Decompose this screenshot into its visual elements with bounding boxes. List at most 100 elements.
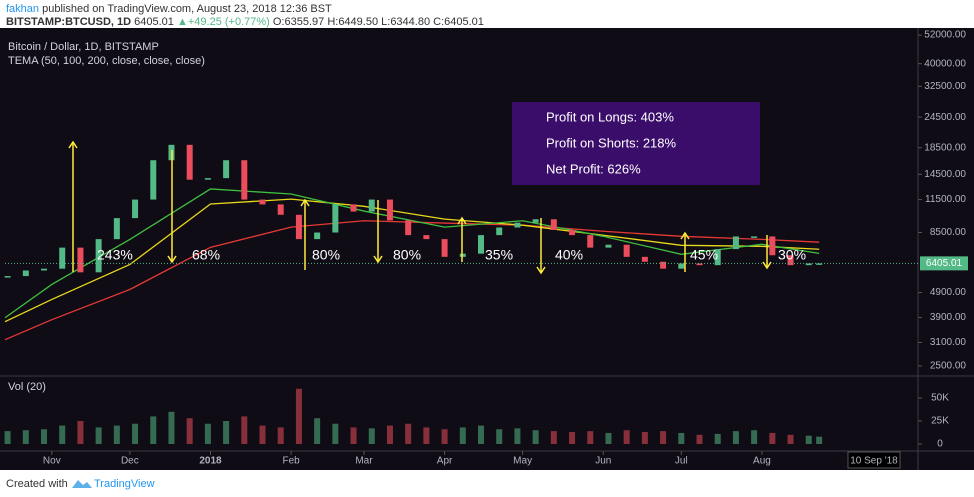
volume-bar: [714, 433, 721, 444]
annotation: 35%: [485, 247, 513, 263]
candle: [186, 144, 193, 180]
volume-bar: [569, 432, 576, 444]
candle: [587, 235, 594, 248]
annotation: 68%: [192, 247, 220, 263]
candle: [751, 236, 758, 238]
candle: [550, 219, 557, 230]
y-tick-label: 3900.00: [930, 312, 967, 323]
candle: [113, 218, 120, 240]
volume-bar: [805, 435, 812, 444]
candle: [277, 204, 284, 215]
candle: [295, 214, 302, 240]
arrow-head: [680, 231, 690, 240]
volume-bar: [660, 431, 667, 444]
y-tick-label: 24500.00: [924, 112, 966, 123]
volume-bar: [641, 432, 648, 444]
candle: [386, 199, 393, 221]
candle: [77, 247, 84, 273]
arrow-head: [373, 255, 383, 264]
candle: [787, 255, 794, 266]
volume-bar: [77, 420, 84, 444]
volume-bar: [623, 430, 630, 444]
volume-bar: [587, 431, 594, 444]
author[interactable]: fakhan: [6, 3, 39, 15]
candle: [95, 239, 102, 273]
change: +49.25 (+0.77%): [188, 16, 270, 28]
candle: [605, 244, 612, 248]
brand-logo: [72, 480, 92, 488]
candle: [368, 199, 375, 212]
volume-bar: [496, 429, 503, 444]
y-tick-label: 3100.00: [930, 337, 967, 348]
volume-bar: [816, 436, 823, 444]
footer-brand[interactable]: TradingView: [94, 478, 155, 490]
tema-line: [4, 188, 820, 319]
volume-bar: [459, 427, 466, 444]
symbol: BITSTAMP:BTCUSD, 1D: [6, 16, 131, 28]
candle: [350, 204, 357, 212]
change-arrow: ▲: [177, 16, 188, 28]
arrow-head: [68, 140, 78, 149]
x-tick-label: May: [513, 456, 532, 467]
candle: [259, 199, 266, 205]
candle: [223, 160, 230, 179]
volume-bar: [386, 425, 393, 444]
volume-bar: [787, 434, 794, 444]
x-tick-label: Jun: [595, 456, 611, 467]
candle: [641, 256, 648, 262]
x-tick-label: Feb: [283, 456, 301, 467]
arrow-head: [300, 198, 310, 207]
annotation: 243%: [97, 247, 133, 263]
candle: [496, 227, 503, 236]
y-tick-label: 2500.00: [930, 361, 967, 372]
volume-bar: [368, 428, 375, 444]
crosshair-box: [847, 451, 901, 469]
info-line: Profit on Longs: 403%: [546, 109, 674, 124]
candle: [532, 219, 539, 223]
last-price-label: 6405.01: [926, 258, 963, 269]
volume-bar: [350, 427, 357, 444]
volume-bar: [751, 430, 758, 444]
price: 6405.01: [134, 16, 174, 28]
tema-line: [4, 220, 820, 341]
volume-bar: [605, 432, 612, 444]
candle: [769, 236, 776, 256]
x-tick-label: 2018: [199, 456, 222, 467]
x-tick-label: Mar: [355, 456, 373, 467]
tema-line: [4, 198, 820, 323]
volume-bar: [678, 432, 685, 444]
volume-bar: [186, 418, 193, 444]
volume-bar: [204, 423, 211, 444]
ohlc-open: O:6355.97: [273, 16, 324, 28]
info-line: Profit on Shorts: 218%: [546, 135, 677, 150]
candle: [459, 253, 466, 257]
arrow-head: [167, 255, 177, 264]
candle: [478, 235, 485, 254]
volume-bar: [423, 427, 430, 444]
candle: [241, 160, 248, 200]
volume-bar: [150, 416, 157, 444]
volume-tick-label: 0: [937, 439, 943, 450]
annotation: 80%: [393, 247, 421, 263]
candle: [405, 220, 412, 236]
footer-bar: [0, 470, 974, 497]
candle: [569, 229, 576, 236]
volume-label: Vol (20): [8, 381, 46, 393]
candle: [204, 178, 211, 180]
arrow-head: [762, 261, 772, 270]
header-bar: [0, 0, 974, 28]
volume-bar: [732, 431, 739, 444]
x-tick-label: Dec: [121, 456, 139, 467]
arrow-head: [536, 266, 546, 275]
candle: [22, 270, 29, 277]
volume-bar: [168, 411, 175, 444]
volume-bar: [259, 425, 266, 444]
volume-tick-label: 50K: [931, 393, 949, 404]
candle: [660, 261, 667, 269]
info-box: [512, 102, 760, 185]
candle: [805, 263, 812, 266]
candle: [150, 160, 157, 200]
volume-bar: [514, 428, 521, 444]
volume-bar: [295, 388, 302, 444]
